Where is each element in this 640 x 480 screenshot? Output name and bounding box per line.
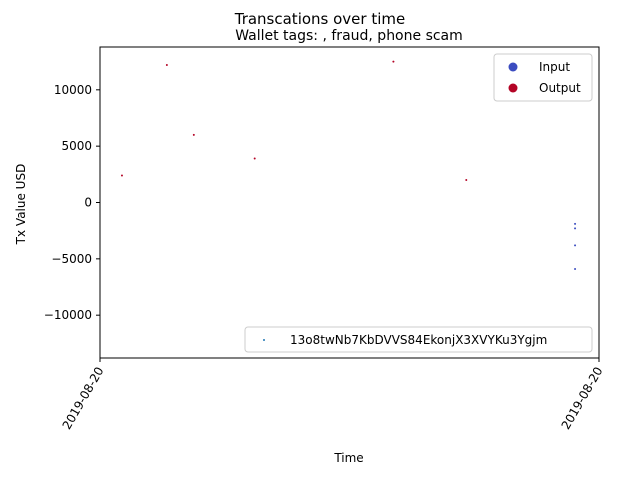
output-point <box>253 157 256 160</box>
legend-lower: 13o8twNb7KbDVVS84EkonjX3XVYKu3Ygjm <box>244 326 593 353</box>
legend-output-marker <box>508 83 518 93</box>
y-axis-label: Tx Value USD <box>14 164 28 246</box>
output-point <box>465 178 468 181</box>
legend-upper-frame <box>493 53 593 102</box>
output-point <box>165 64 168 67</box>
legend-output-label: Output <box>539 81 581 95</box>
output-point <box>392 60 395 63</box>
x-axis-ticks: 2019-08-20 2019-08-20 <box>60 358 606 432</box>
output-point <box>120 174 123 177</box>
y-axis-ticks: −10000 −5000 0 5000 10000 <box>44 83 100 322</box>
legend-address-marker <box>263 339 265 341</box>
data-points <box>120 60 577 270</box>
y-tick-label: 5000 <box>61 139 92 153</box>
input-point <box>574 227 577 230</box>
legend-input-label: Input <box>539 60 570 74</box>
y-tick-label: −10000 <box>44 308 92 322</box>
legend-input-marker <box>508 62 518 72</box>
input-point <box>574 267 577 270</box>
y-tick-label: −5000 <box>51 252 92 266</box>
x-tick-label: 2019-08-20 <box>60 365 107 432</box>
legend-upper: Input Output <box>493 53 593 102</box>
input-point <box>574 222 577 225</box>
x-tick-label: 2019-08-20 <box>559 365 606 432</box>
x-axis-label: Time <box>333 451 363 465</box>
y-tick-label: 10000 <box>54 83 92 97</box>
output-point <box>192 133 195 136</box>
legend-lower-frame <box>244 326 593 353</box>
legend-address-label: 13o8twNb7KbDVVS84EkonjX3XVYKu3Ygjm <box>290 333 547 347</box>
y-tick-label: 0 <box>84 196 92 210</box>
chart-title: Wallet tags: , fraud, phone scam <box>235 28 463 44</box>
chart-suptitle: Transcations over time <box>234 10 406 28</box>
input-point <box>574 244 577 247</box>
plot-area <box>99 46 600 359</box>
